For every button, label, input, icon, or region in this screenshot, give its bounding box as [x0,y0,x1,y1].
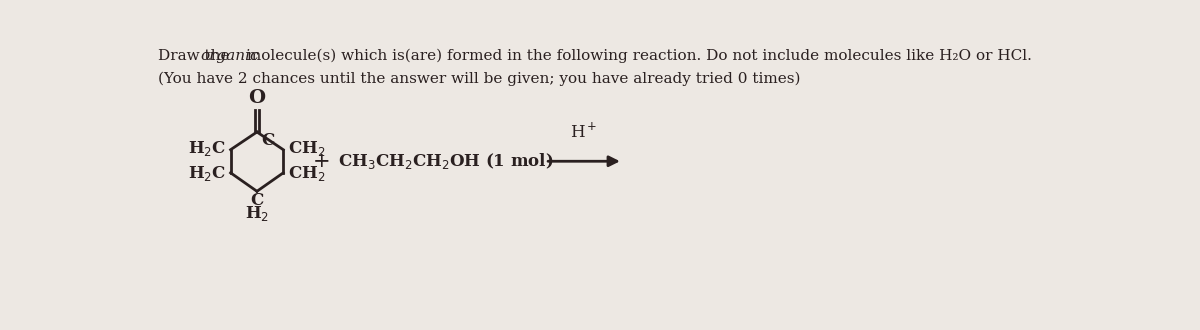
Text: CH$_3$CH$_2$CH$_2$OH (1 mol): CH$_3$CH$_2$CH$_2$OH (1 mol) [337,151,553,171]
Text: H$_2$: H$_2$ [245,204,269,223]
Text: C: C [251,192,264,209]
Text: H$_2$C: H$_2$C [187,139,226,158]
Text: Draw the: Draw the [157,49,234,63]
Text: (You have 2 chances until the answer will be given; you have already tried 0 tim: (You have 2 chances until the answer wil… [157,72,800,86]
Text: CH$_2$: CH$_2$ [288,139,325,158]
Text: H$^+$: H$^+$ [570,123,598,142]
Text: +: + [313,152,331,171]
Text: O: O [248,88,265,107]
Text: organic: organic [200,49,259,63]
Text: molecule(s) which is(are) formed in the following reaction. Do not include molec: molecule(s) which is(are) formed in the … [242,49,1032,63]
Text: H$_2$C: H$_2$C [187,164,226,183]
Text: C: C [260,132,274,149]
Text: CH$_2$: CH$_2$ [288,164,325,183]
